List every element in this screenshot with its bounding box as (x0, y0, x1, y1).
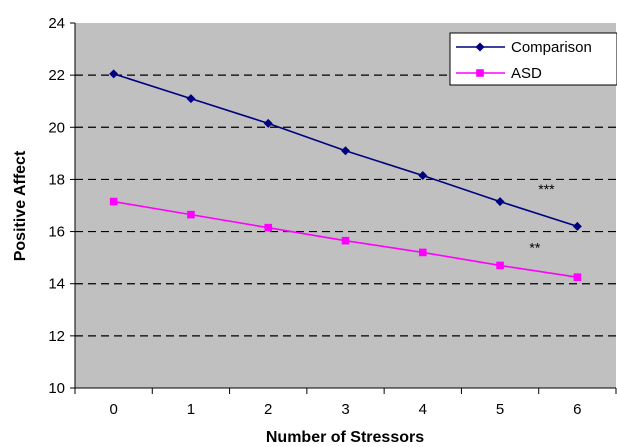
data-point (341, 146, 350, 156)
significance-annotation: ** (529, 239, 540, 255)
x-tick-label: 0 (109, 401, 117, 418)
y-tick-label: 22 (48, 67, 65, 84)
y-tick-label: 18 (48, 171, 65, 188)
y-tick-label: 12 (48, 328, 65, 345)
annotations: ***** (529, 181, 555, 256)
y-tick-label: 10 (48, 380, 65, 397)
data-point (186, 94, 196, 104)
x-tick-label: 1 (187, 401, 195, 418)
data-point (572, 221, 582, 231)
x-tick-label: 3 (341, 401, 349, 418)
x-tick-label: 6 (573, 401, 581, 418)
data-point (264, 223, 273, 232)
x-axis-title: Number of Stressors (266, 429, 424, 446)
x-tick-label: 5 (496, 401, 504, 418)
data-point (496, 261, 504, 270)
y-tick-label: 16 (48, 224, 65, 241)
data-point (573, 273, 582, 281)
significance-annotation: *** (538, 181, 555, 197)
data-point (418, 248, 427, 257)
data-point (495, 197, 505, 207)
x-tick-label: 2 (264, 401, 272, 418)
x-tick-label: 4 (419, 401, 427, 418)
data-point (109, 69, 119, 79)
y-tick-label: 20 (48, 119, 65, 136)
legend: Comparison ASD (449, 32, 617, 86)
legend-marker (475, 42, 485, 52)
data-point (341, 236, 350, 245)
data-point (187, 210, 195, 219)
data-point (109, 197, 118, 206)
legend-marker (476, 69, 484, 77)
series-group (109, 69, 582, 281)
data-point (263, 118, 273, 128)
data-point (418, 171, 428, 181)
legend-label: ASD (511, 65, 542, 82)
legend-label: Comparison (511, 39, 592, 56)
y-tick-label: 24 (48, 15, 65, 32)
y-tick-label: 14 (48, 276, 65, 293)
y-axis-title: Positive Affect (12, 150, 29, 261)
